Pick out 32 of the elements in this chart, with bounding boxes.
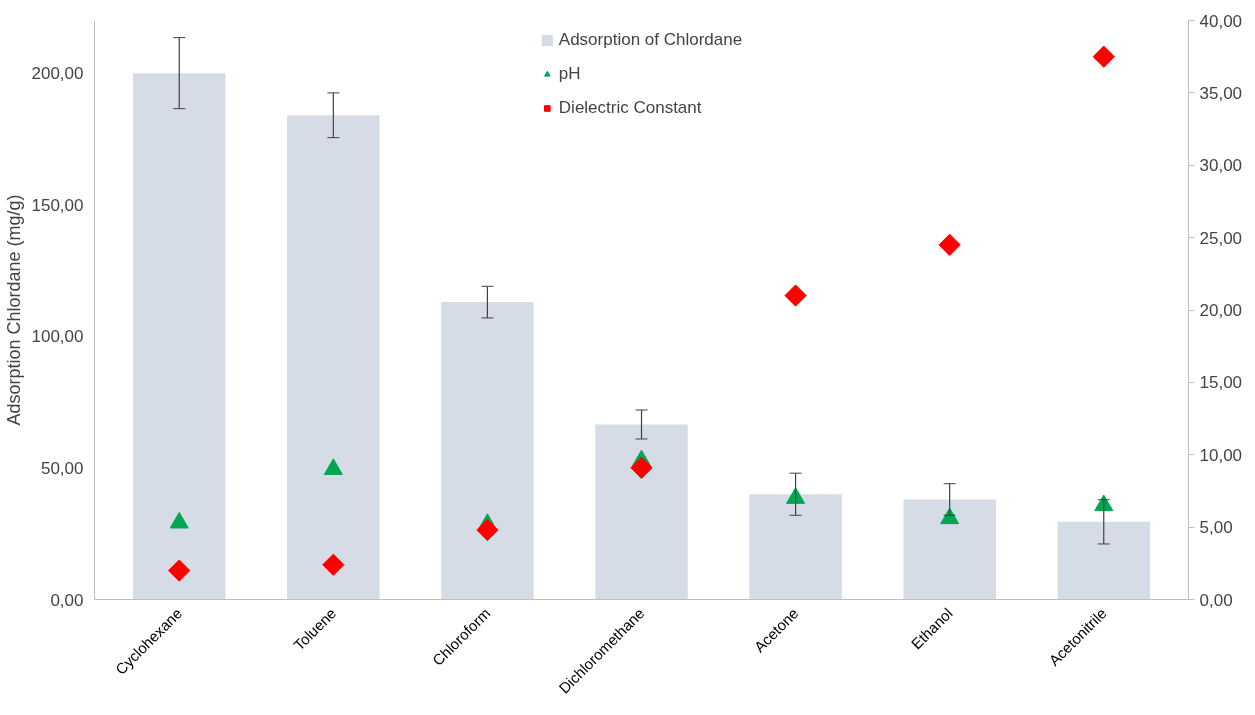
point — [630, 456, 653, 479]
point — [169, 511, 189, 529]
y-tick-label: 100,00 — [31, 327, 84, 347]
y2-tick-label: 20,00 — [1199, 301, 1243, 320]
point — [938, 233, 961, 256]
point — [1092, 45, 1115, 68]
point — [323, 458, 343, 475]
legend-label: Dielectric Constant — [558, 98, 702, 118]
bar — [287, 115, 380, 600]
y2-tick-label: 30,00 — [1199, 156, 1243, 176]
point — [940, 507, 960, 525]
point — [784, 284, 807, 307]
bar — [749, 494, 842, 600]
bar — [441, 302, 534, 600]
y-tick-label: 150,00 — [31, 195, 84, 215]
bar — [133, 73, 226, 600]
legend-label: pH — [558, 64, 581, 84]
legend-label: Adsorption of Chlordane — [558, 30, 743, 50]
y2-tick-label: 0,00 — [1199, 590, 1233, 610]
y-tick-label: 0,00 — [50, 590, 84, 610]
y2-tick-label: 25,00 — [1199, 228, 1243, 248]
y-tick-label: 200,00 — [31, 64, 84, 84]
bar — [903, 499, 996, 600]
bar — [1057, 521, 1150, 600]
y2-tick-label: 40,00 — [1199, 11, 1243, 31]
y-axis-title: Adsorption Chlordane (mg/g) — [3, 194, 24, 426]
y2-tick-label: 15,00 — [1199, 373, 1243, 393]
y2-tick-label: 5,00 — [1199, 518, 1233, 538]
y-tick-label: 50,00 — [40, 458, 84, 478]
y2-tick-label: 10,00 — [1199, 445, 1243, 465]
bar — [595, 424, 688, 600]
y2-tick-label: 35,00 — [1199, 83, 1243, 103]
